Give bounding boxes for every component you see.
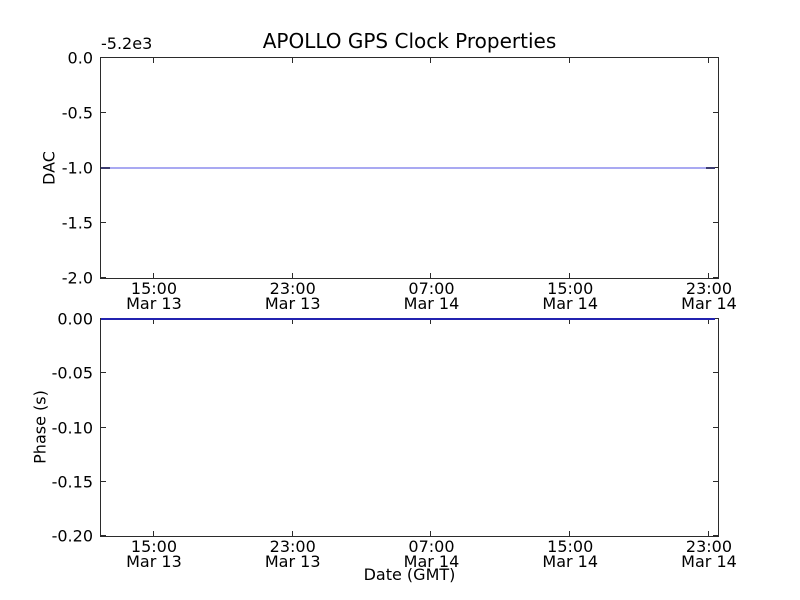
y-tick-label: -2.0 bbox=[61, 268, 93, 288]
y-axis-offset-text: -5.2e3 bbox=[101, 34, 153, 53]
x-tick-mark-bottom bbox=[152, 273, 154, 278]
x-tick-time: 23:00 bbox=[685, 279, 733, 298]
x-tick-label: 23:00 Mar 13 bbox=[264, 279, 321, 313]
y-tick-mark-right bbox=[713, 112, 718, 113]
x-tick-mark-bottom bbox=[291, 273, 293, 278]
x-tick-time: 15:00 bbox=[130, 279, 177, 298]
x-tick-time: 07:00 bbox=[408, 279, 455, 298]
x-tick-mark-top bbox=[569, 58, 571, 63]
x-tick-date: Mar 13 bbox=[264, 294, 321, 313]
x-tick-date: Mar 13 bbox=[126, 294, 182, 313]
x-tick-mark-bottom bbox=[569, 531, 571, 536]
y-tick-label: -0.15 bbox=[51, 472, 93, 492]
x-tick-mark-bottom bbox=[430, 531, 432, 536]
data-line-endcap-left bbox=[101, 167, 110, 169]
y-tick-mark-left bbox=[101, 112, 106, 113]
x-tick-date: Mar 13 bbox=[264, 552, 321, 571]
x-tick-mark-top bbox=[291, 58, 293, 63]
data-line-phase bbox=[101, 318, 715, 320]
y-tick-mark-left bbox=[101, 277, 106, 278]
y-tick-mark-left bbox=[101, 57, 106, 58]
x-tick-time: 15:00 bbox=[547, 537, 594, 556]
y-tick-mark-left bbox=[101, 222, 106, 223]
x-tick-time: 23:00 bbox=[685, 537, 733, 556]
y-tick-label: 0.00 bbox=[57, 309, 93, 329]
x-tick-label: 15:00 Mar 13 bbox=[126, 279, 182, 313]
x-tick-date: Mar 14 bbox=[542, 552, 599, 571]
x-tick-mark-bottom bbox=[707, 273, 709, 278]
x-tick-label: 15:00 Mar 13 bbox=[126, 537, 182, 571]
x-tick-label: 07:00 Mar 14 bbox=[403, 279, 460, 313]
x-tick-mark-top bbox=[430, 319, 432, 324]
y-tick-label: -0.5 bbox=[61, 103, 93, 123]
x-tick-date: Mar 14 bbox=[681, 294, 737, 313]
x-tick-label: 15:00 Mar 14 bbox=[542, 279, 599, 313]
x-tick-mark-bottom bbox=[152, 531, 154, 536]
x-tick-mark-bottom bbox=[430, 273, 432, 278]
x-tick-label: 07:00 Mar 14 bbox=[403, 537, 460, 571]
x-tick-mark-top bbox=[152, 319, 154, 324]
x-tick-mark-top bbox=[152, 58, 154, 63]
x-tick-date: Mar 14 bbox=[681, 552, 737, 571]
y-tick-mark-left bbox=[101, 535, 106, 536]
y-tick-label: 0.0 bbox=[67, 48, 93, 68]
x-tick-date: Mar 13 bbox=[126, 552, 182, 571]
x-tick-mark-bottom bbox=[291, 531, 293, 536]
x-tick-mark-top bbox=[707, 319, 709, 324]
y-tick-mark-right bbox=[713, 318, 718, 319]
x-tick-mark-top bbox=[291, 319, 293, 324]
data-line-dac bbox=[101, 167, 715, 169]
x-tick-mark-bottom bbox=[707, 531, 709, 536]
phase-subplot: 15:00 Mar 13 23:00 Mar 13 07:00 Mar 14 15:00 Ma… bbox=[52, 310, 737, 570]
x-tick-label: 23:00 Mar 14 bbox=[681, 279, 737, 313]
x-tick-mark-top bbox=[707, 58, 709, 63]
x-tick-mark-top bbox=[569, 319, 571, 324]
y-tick-mark-right bbox=[713, 426, 718, 428]
x-tick-mark-top bbox=[430, 58, 432, 63]
y-axis-label-dac: DAC bbox=[39, 151, 59, 185]
x-tick-label: 15:00 Mar 14 bbox=[542, 537, 599, 571]
y-tick-mark-right bbox=[713, 480, 718, 482]
y-tick-mark-right bbox=[713, 167, 718, 168]
x-tick-time: 23:00 bbox=[269, 279, 316, 298]
y-tick-mark-right bbox=[713, 535, 718, 536]
y-tick-label: -0.10 bbox=[51, 418, 93, 437]
x-tick-time: 15:00 bbox=[130, 537, 177, 556]
y-tick-label: -0.20 bbox=[51, 526, 93, 546]
x-tick-date: Mar 14 bbox=[542, 294, 599, 313]
x-tick-time: 15:00 bbox=[547, 279, 594, 298]
x-tick-mark-bottom bbox=[569, 273, 571, 278]
x-tick-time: 07:00 bbox=[408, 537, 455, 556]
y-tick-label: -1.5 bbox=[61, 213, 93, 233]
x-tick-label: 23:00 Mar 13 bbox=[264, 537, 321, 571]
y-tick-label: -0.05 bbox=[51, 363, 93, 383]
y-tick-mark-left bbox=[101, 480, 106, 482]
x-tick-time: 23:00 bbox=[269, 537, 316, 556]
x-axis-label: Date (GMT) bbox=[363, 565, 456, 584]
y-tick-label: -1.0 bbox=[61, 158, 93, 178]
y-tick-mark-right bbox=[713, 222, 718, 223]
y-tick-mark-right bbox=[713, 372, 718, 374]
y-tick-mark-left bbox=[101, 426, 106, 428]
data-line-endcap-right bbox=[705, 167, 715, 169]
x-tick-date: Mar 14 bbox=[403, 294, 460, 313]
y-tick-mark-right bbox=[713, 57, 718, 58]
y-tick-mark-left bbox=[101, 372, 106, 374]
chart-title: APOLLO GPS Clock Properties bbox=[262, 29, 557, 53]
x-tick-label: 23:00 Mar 14 bbox=[681, 537, 737, 571]
dac-subplot: 15:00 Mar 13 23:00 Mar 13 07:00 Mar 14 15:00 Ma… bbox=[62, 49, 737, 312]
y-axis-label-phase: Phase (s) bbox=[30, 390, 50, 464]
x-tick-date: Mar 14 bbox=[403, 552, 460, 571]
y-tick-mark-right bbox=[713, 277, 718, 278]
